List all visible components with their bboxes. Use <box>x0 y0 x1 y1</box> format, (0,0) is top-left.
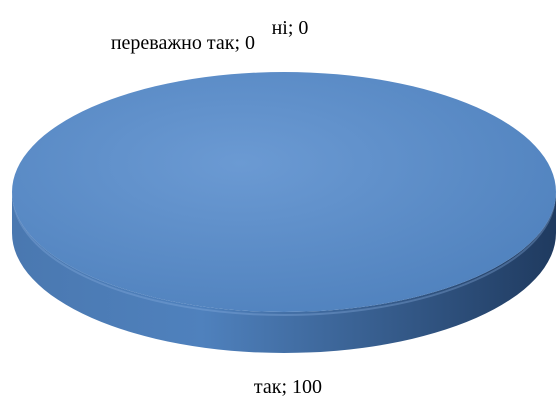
data-label-переважно-так: переважно так; 0 <box>111 32 255 54</box>
data-label-так: так; 100 <box>254 376 322 397</box>
pie-slice-side <box>12 192 556 353</box>
pie-slice-top <box>12 72 556 312</box>
pie-slice-так <box>12 72 556 353</box>
data-label-ні: ні; 0 <box>272 17 309 39</box>
